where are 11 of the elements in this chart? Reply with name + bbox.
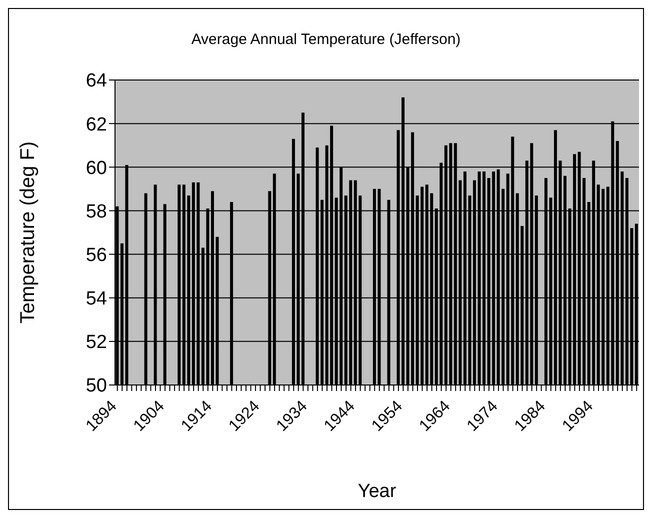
y-tick-label: 56 — [86, 245, 107, 266]
y-tick-label: 54 — [86, 288, 108, 310]
chart-title: Average Annual Temperature (Jefferson) — [190, 31, 462, 48]
y-tick-label: 52 — [86, 332, 107, 354]
y-tick-label: 50 — [86, 376, 107, 397]
y-tick-label: 60 — [86, 158, 107, 179]
y-tick-label: 62 — [86, 114, 107, 136]
y-tick-label: 58 — [86, 201, 107, 222]
y-axis-title: Temperature (deg F) — [17, 141, 40, 324]
y-tick-label: 64 — [86, 70, 108, 92]
x-axis-title: Year — [358, 481, 397, 502]
